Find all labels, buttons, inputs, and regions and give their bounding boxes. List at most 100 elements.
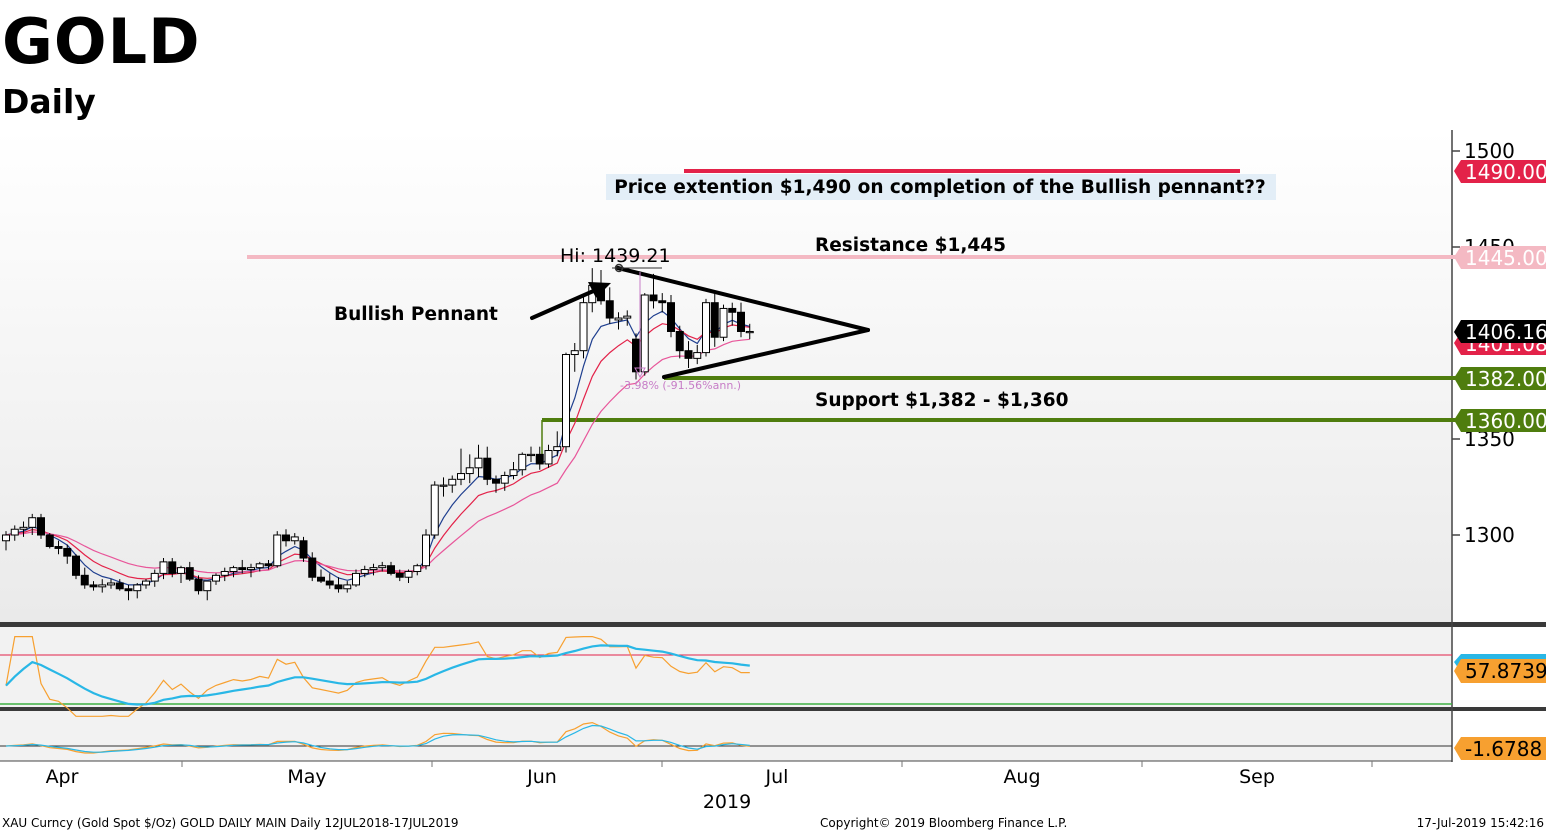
change-annotation: -3.98% (-91.56%ann.) [620,379,741,392]
candle-body [737,311,745,332]
candle [203,580,212,601]
candle-body [142,580,150,586]
candle-body [527,453,535,457]
candle [273,531,282,568]
rsi-indicator [5,635,750,717]
candle-body [387,565,395,574]
candle-body [98,584,107,588]
candle [474,444,483,478]
chart-subtitle: Daily [2,82,96,121]
candle [457,448,465,486]
candle-body [535,453,544,465]
panel-divider[interactable] [0,707,1546,711]
candle-body [378,565,387,569]
candle [562,352,570,453]
candle [623,310,632,326]
candle [439,477,448,497]
x-month-label: Jun [526,766,557,788]
candle-body [80,574,89,586]
price-tag-last: 1406.16 [1454,320,1546,344]
candle [185,561,194,582]
candle-body [492,478,500,484]
candle [247,563,255,578]
x-month-label: May [287,766,326,788]
osc-panel-bg [0,711,1452,761]
moving-average-line [5,338,750,574]
candle-body [649,294,658,302]
candle [168,558,177,578]
candle [352,569,360,587]
candle-body [483,457,492,480]
candle-body [168,561,177,574]
footer-copyright: Copyright© 2019 Bloomberg Finance L.P. [820,816,1068,830]
candle-body [203,580,212,592]
x-year-label: 2019 [703,791,751,813]
candle-body [177,567,185,574]
price-tag-1360: 1360.00 [1454,409,1546,433]
candle-body [19,526,28,530]
candle [317,569,325,583]
candle-body [247,567,255,571]
candle [72,554,80,580]
panel-divider[interactable] [0,622,1546,627]
candle-body [369,567,378,571]
candle [369,563,378,576]
candle [570,343,579,372]
candle-body [474,457,483,469]
candle-body [10,528,19,536]
osc-signal-line [5,724,750,753]
candle [308,552,317,582]
candle [553,431,562,457]
candle [54,540,63,555]
candle-body [273,534,282,567]
candle-body [325,580,334,586]
candle [640,293,649,376]
candle-body [299,540,308,559]
target-annotation: Price extention $1,490 on completion of … [614,177,1265,198]
candle-body [745,330,754,334]
candle [422,529,430,570]
candle-body [465,467,474,475]
candle [518,452,527,476]
candle [10,525,19,541]
candle [395,569,404,582]
candle-body [229,567,238,572]
candle-body [614,317,623,321]
x-month-label: Aug [1003,766,1040,788]
candle-body [457,473,465,480]
candles [2,268,754,601]
svg-text:1360.00: 1360.00 [1465,409,1546,433]
candle-body [553,446,562,452]
candle [387,561,395,576]
candle [605,287,614,324]
candle-body [28,517,37,528]
candle-body [220,570,229,576]
svg-text:1406.16: 1406.16 [1465,320,1546,344]
candle-body [693,352,702,359]
candle-body [72,555,80,576]
candle [745,323,754,340]
candle-body [509,469,518,476]
high-annotation: Hi: 1439.21 [560,245,671,267]
candle-body [413,565,422,572]
measure-arrow [634,367,646,379]
candle [28,513,37,535]
candle [649,273,658,309]
footer-source: XAU Curncy (Gold Spot $/Oz) GOLD DAILY M… [2,816,459,830]
candle-body [395,572,404,578]
pennant-lower-line [662,328,870,379]
candle [2,531,10,551]
candle [684,341,693,368]
candle [220,567,229,582]
candle [360,565,369,578]
candle [264,559,273,570]
candle [124,584,133,601]
candle-body [570,350,579,356]
candle [133,583,142,599]
candle [719,304,728,342]
candle [115,579,124,591]
candle [483,446,492,486]
candle [80,567,89,589]
candle [675,325,684,359]
rsi-value: 57.8739 [1465,659,1546,683]
